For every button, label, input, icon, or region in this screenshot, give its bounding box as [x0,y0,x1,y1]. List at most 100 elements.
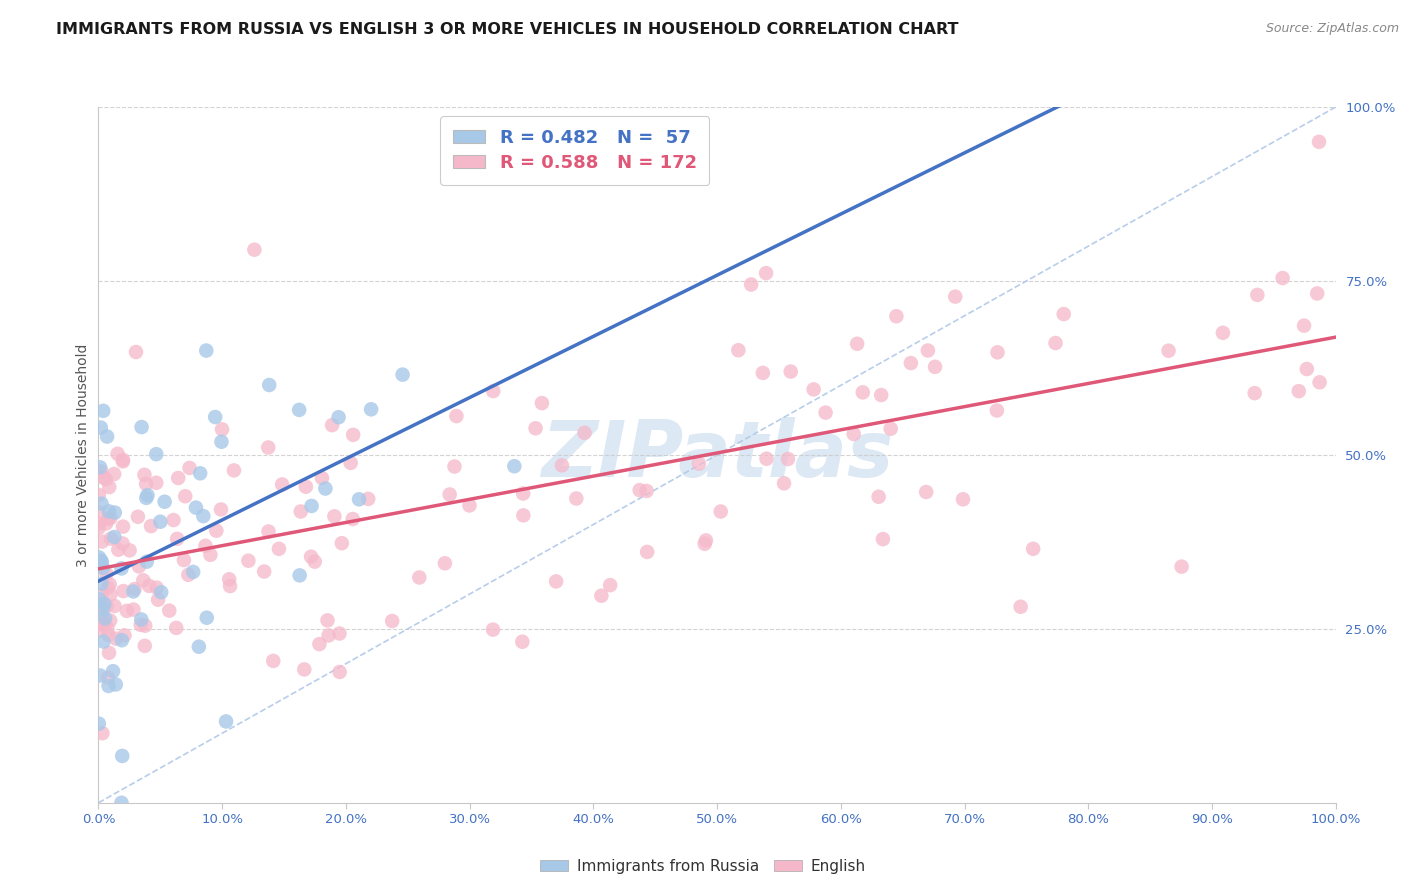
Point [295,480,318,494]
Point [443,459,465,474]
Point [139,519,162,533]
Point [628,483,651,497]
Point [87,516,110,531]
Point [215,714,238,729]
Point [111,453,134,467]
Point [886,310,908,324]
Point [943,290,966,304]
Point [205,524,228,538]
Point [135,476,157,491]
Point [755,266,778,280]
Point [814,406,837,420]
Point [103,467,125,481]
Point [1212,326,1234,340]
Point [149,515,172,529]
Point [288,402,311,417]
Point [87,488,110,502]
Point [357,491,380,506]
Point [219,579,242,593]
Point [94,611,117,625]
Point [439,487,461,501]
Point [87,716,110,731]
Point [243,243,266,257]
Point [328,410,350,425]
Point [391,368,413,382]
Point [360,402,382,417]
Point [271,477,294,491]
Point [131,420,153,434]
Point [301,499,323,513]
Point [91,404,114,418]
Point [222,463,245,477]
Point [91,561,114,575]
Point [138,579,160,593]
Point [96,599,118,613]
Point [193,509,215,524]
Point [915,485,938,500]
Point [195,343,218,358]
Point [128,559,150,574]
Point [89,624,111,638]
Point [1053,307,1076,321]
Point [145,581,167,595]
Point [104,632,127,646]
Point [342,427,364,442]
Point [97,581,120,595]
Point [512,508,534,523]
Point [776,452,799,467]
Point [846,336,869,351]
Point [1022,541,1045,556]
Point [97,504,120,518]
Point [209,502,232,516]
Point [314,482,336,496]
Point [97,679,120,693]
Point [1294,318,1316,333]
Point [173,553,195,567]
Point [107,542,129,557]
Point [803,383,825,397]
Point [530,396,553,410]
Point [512,634,534,648]
Point [129,612,152,626]
Point [200,548,222,562]
Point [755,451,778,466]
Point [693,537,716,551]
Point [134,639,156,653]
Point [408,570,430,584]
Point [267,541,290,556]
Point [238,554,260,568]
Point [87,521,110,535]
Point [1170,559,1192,574]
Text: IMMIGRANTS FROM RUSSIA VS ENGLISH 3 OR MORE VEHICLES IN HOUSEHOLD CORRELATION CH: IMMIGRANTS FROM RUSSIA VS ENGLISH 3 OR M… [56,22,959,37]
Point [162,513,184,527]
Point [752,366,775,380]
Point [89,668,111,682]
Point [1157,343,1180,358]
Point [110,561,132,575]
Point [150,585,173,599]
Text: ZIPatlas: ZIPatlas [541,417,893,493]
Point [292,662,315,676]
Point [194,539,217,553]
Point [330,536,353,550]
Point [433,556,456,570]
Point [145,475,167,490]
Point [779,365,801,379]
Point [100,532,122,546]
Point [114,628,136,642]
Point [321,418,343,433]
Point [91,602,114,616]
Point [347,492,370,507]
Point [98,587,121,601]
Point [1295,362,1317,376]
Point [96,516,118,531]
Point [591,589,613,603]
Point [90,608,112,623]
Point [381,614,404,628]
Point [195,611,218,625]
Point [97,512,120,526]
Point [93,634,115,648]
Point [111,454,134,468]
Point [599,578,621,592]
Point [924,359,946,374]
